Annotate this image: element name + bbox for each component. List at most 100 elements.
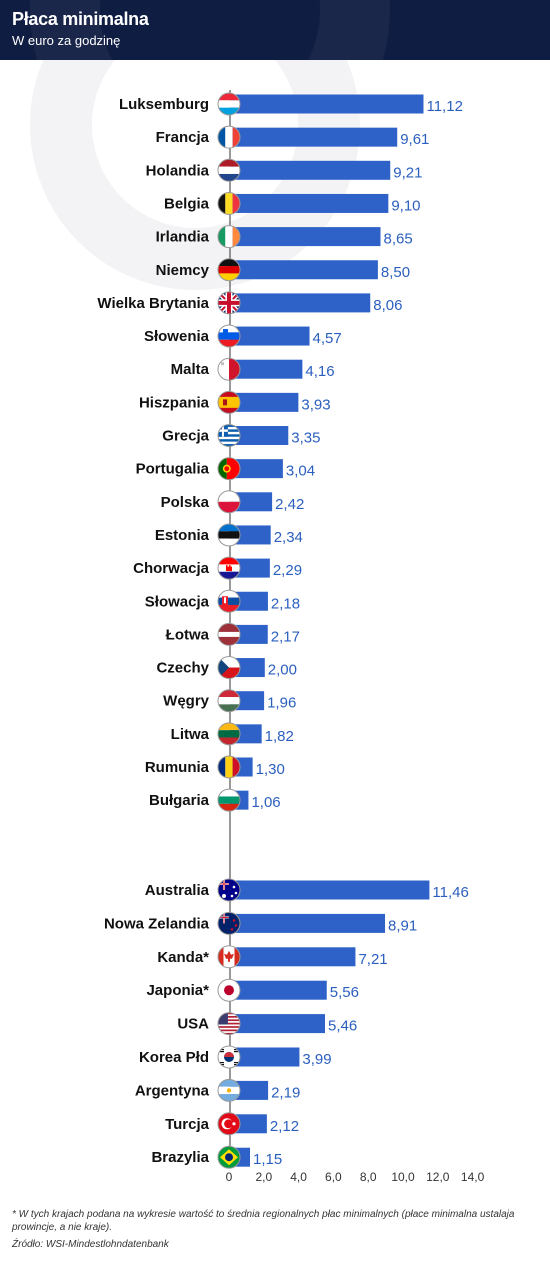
header-decoration bbox=[30, 0, 390, 60]
country-label: Wielka Brytania bbox=[97, 295, 209, 312]
poland-flag-icon bbox=[218, 490, 240, 513]
value-label: 1,82 bbox=[265, 728, 294, 745]
estonia-flag-icon bbox=[218, 523, 240, 546]
bulgaria-flag-icon bbox=[218, 789, 240, 812]
value-label: 1,96 bbox=[267, 695, 296, 712]
x-tick-label: 4,0 bbox=[290, 1170, 307, 1184]
flag-ring bbox=[217, 158, 241, 182]
country-label: Portugalia bbox=[136, 461, 210, 478]
x-tick-label: 8,0 bbox=[360, 1170, 377, 1184]
latvia-flag-icon bbox=[218, 623, 240, 646]
flag-ring bbox=[217, 1078, 241, 1102]
flag-ring bbox=[217, 945, 241, 969]
bar bbox=[230, 492, 273, 512]
flag-ring bbox=[217, 1145, 241, 1169]
country-label: Chorwacja bbox=[133, 560, 210, 577]
value-label: 11,12 bbox=[426, 98, 462, 115]
bar bbox=[230, 94, 424, 114]
bar bbox=[230, 293, 371, 313]
lithuania-flag-icon bbox=[218, 722, 240, 745]
bar bbox=[230, 1047, 300, 1067]
value-label: 2,42 bbox=[275, 496, 304, 513]
flag-ring bbox=[217, 1112, 241, 1136]
country-label: Holandia bbox=[146, 162, 210, 179]
new-zealand-flag-icon bbox=[218, 912, 240, 935]
flag-ring bbox=[217, 556, 241, 580]
flag-ring bbox=[217, 92, 241, 116]
value-label: 4,16 bbox=[305, 363, 334, 380]
spain-flag-icon bbox=[218, 391, 240, 414]
czechia-flag-icon bbox=[218, 656, 240, 679]
country-label: Łotwa bbox=[166, 626, 210, 643]
country-label: Kanda* bbox=[157, 949, 209, 966]
value-label: 2,19 bbox=[271, 1084, 300, 1101]
country-label: Malta bbox=[171, 361, 210, 378]
bar bbox=[230, 193, 389, 213]
flag-ring bbox=[217, 656, 241, 680]
country-label: Luksemburg bbox=[119, 96, 209, 113]
malta-flag-icon bbox=[218, 358, 240, 381]
flag-ring bbox=[217, 622, 241, 646]
value-label: 8,50 bbox=[381, 264, 410, 281]
x-tick-label: 12,0 bbox=[426, 1170, 450, 1184]
flag-ring bbox=[217, 225, 241, 249]
x-tick-label: 6,0 bbox=[325, 1170, 342, 1184]
luxembourg-flag-icon bbox=[218, 93, 240, 115]
flag-ring bbox=[217, 878, 241, 902]
value-label: 2,18 bbox=[271, 595, 300, 612]
country-label: Australia bbox=[145, 882, 210, 899]
country-label: Irlandia bbox=[156, 229, 210, 246]
value-label: 2,29 bbox=[273, 562, 302, 579]
value-label: 7,21 bbox=[358, 951, 387, 968]
value-label: 9,61 bbox=[400, 131, 429, 148]
value-label: 9,21 bbox=[393, 164, 422, 181]
value-label: 1,30 bbox=[256, 761, 285, 778]
value-label: 2,34 bbox=[274, 529, 303, 546]
usa-flag-icon bbox=[218, 1012, 240, 1035]
flag-ring bbox=[217, 390, 241, 414]
value-label: 3,35 bbox=[291, 430, 320, 447]
flag-ring bbox=[217, 1045, 241, 1069]
country-label: Niemcy bbox=[156, 262, 210, 279]
country-label: Czechy bbox=[156, 660, 209, 677]
uk-flag-icon bbox=[218, 291, 240, 314]
country-label: Brazylia bbox=[151, 1149, 209, 1166]
country-label: Estonia bbox=[155, 527, 210, 544]
value-label: 2,17 bbox=[271, 628, 300, 645]
france-flag-icon bbox=[218, 126, 240, 149]
bar bbox=[230, 558, 270, 578]
bar bbox=[230, 160, 391, 180]
flag-ring bbox=[217, 258, 241, 282]
belgium-flag-icon bbox=[218, 192, 240, 215]
romania-flag-icon bbox=[218, 756, 240, 778]
country-label: Węgry bbox=[163, 693, 210, 710]
bar bbox=[230, 359, 303, 379]
bar bbox=[230, 525, 271, 545]
country-label: Argentyna bbox=[135, 1082, 210, 1099]
x-tick-label: 0 bbox=[226, 1170, 233, 1184]
x-tick-label: 10,0 bbox=[391, 1170, 415, 1184]
value-label: 8,65 bbox=[384, 231, 413, 248]
bar bbox=[230, 127, 398, 147]
value-label: 8,91 bbox=[388, 917, 417, 934]
flag-ring bbox=[217, 523, 241, 547]
country-label: USA bbox=[177, 1016, 209, 1033]
croatia-flag-icon bbox=[218, 557, 240, 580]
portugal-flag-icon bbox=[218, 457, 240, 480]
country-label: Słowacja bbox=[145, 593, 210, 610]
flag-ring bbox=[217, 689, 241, 713]
country-label: Korea Płd bbox=[139, 1049, 209, 1066]
bar bbox=[230, 1080, 269, 1100]
bar-chart: 0 2,0 4,0 6,0 8,0 10,0 12,0 14,0 Luksemburg 11,12… bbox=[97, 90, 485, 1184]
bar bbox=[230, 260, 378, 280]
x-tick-label: 14,0 bbox=[461, 1170, 485, 1184]
value-label: 3,04 bbox=[286, 463, 315, 480]
country-label: Polska bbox=[161, 494, 210, 511]
bar bbox=[230, 980, 327, 1000]
brazil-flag-icon bbox=[218, 1146, 240, 1169]
value-label: 4,57 bbox=[313, 330, 342, 347]
value-label: 1,06 bbox=[251, 794, 280, 811]
greece-flag-icon bbox=[218, 424, 240, 447]
bar bbox=[230, 227, 381, 247]
flag-ring bbox=[217, 1012, 241, 1036]
